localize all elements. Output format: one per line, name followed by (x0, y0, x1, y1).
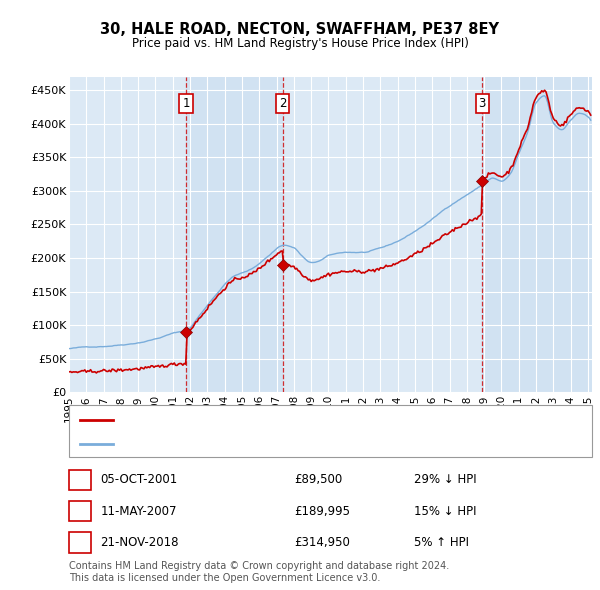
Bar (482, 77, 592, 392)
Text: £314,950: £314,950 (294, 536, 350, 549)
Text: 05-OCT-2001: 05-OCT-2001 (100, 473, 178, 487)
Text: 30, HALE ROAD, NECTON, SWAFFHAM, PE37 8EY: 30, HALE ROAD, NECTON, SWAFFHAM, PE37 8E… (101, 22, 499, 37)
Text: 1: 1 (182, 97, 190, 110)
Text: 1: 1 (76, 473, 84, 487)
Text: 15% ↓ HPI: 15% ↓ HPI (414, 504, 476, 518)
Text: 29% ↓ HPI: 29% ↓ HPI (414, 473, 476, 487)
Text: 5% ↑ HPI: 5% ↑ HPI (414, 536, 469, 549)
Text: £89,500: £89,500 (294, 473, 342, 487)
Text: 11-MAY-2007: 11-MAY-2007 (100, 504, 176, 518)
Text: HPI: Average price, detached house, Breckland: HPI: Average price, detached house, Brec… (119, 440, 364, 449)
Text: 30, HALE ROAD, NECTON, SWAFFHAM, PE37 8EY (detached house): 30, HALE ROAD, NECTON, SWAFFHAM, PE37 8E… (119, 415, 466, 425)
Text: Price paid vs. HM Land Registry's House Price Index (HPI): Price paid vs. HM Land Registry's House … (131, 37, 469, 50)
Text: 2: 2 (279, 97, 286, 110)
Text: 2: 2 (76, 504, 84, 518)
Bar (186, 77, 283, 392)
Text: £189,995: £189,995 (294, 504, 350, 518)
Text: Contains HM Land Registry data © Crown copyright and database right 2024.
This d: Contains HM Land Registry data © Crown c… (69, 561, 449, 583)
Text: 3: 3 (479, 97, 486, 110)
Text: 3: 3 (76, 536, 84, 549)
Text: 21-NOV-2018: 21-NOV-2018 (100, 536, 179, 549)
